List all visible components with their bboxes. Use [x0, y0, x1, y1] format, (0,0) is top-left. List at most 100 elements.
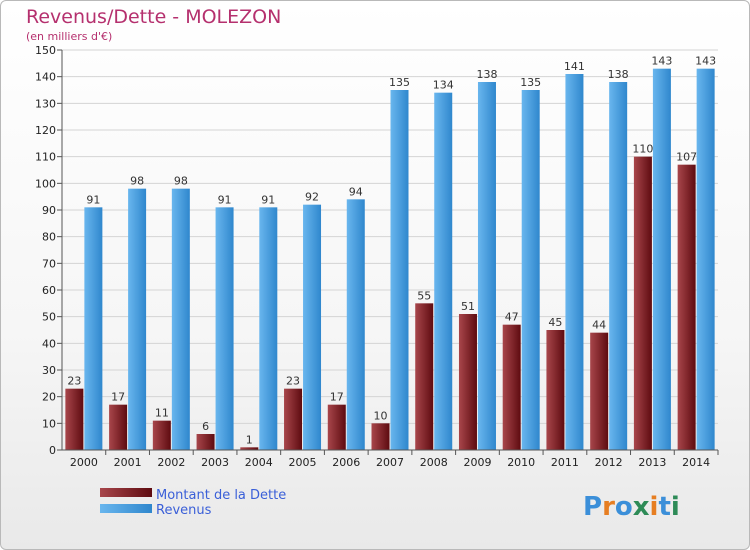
x-tick-label: 2000 [70, 456, 98, 469]
data-label-revenus: 98 [174, 175, 188, 188]
x-tick-label: 2006 [332, 456, 360, 469]
data-label-revenus: 141 [564, 60, 585, 73]
x-tick-label: 2002 [157, 456, 185, 469]
data-label-dette: 110 [632, 143, 653, 156]
data-label-dette: 107 [676, 151, 697, 164]
data-label-revenus: 91 [261, 193, 275, 206]
bar-revenus [521, 90, 540, 450]
bar-dette [502, 324, 521, 450]
proxiti-logo: Proxiti [583, 492, 680, 522]
bars [65, 68, 715, 451]
bar-revenus [303, 204, 322, 450]
bar-dette [152, 420, 171, 450]
bar-revenus [128, 188, 147, 450]
x-tick-label: 2004 [245, 456, 273, 469]
x-tick-label: 2013 [638, 456, 666, 469]
bar-dette [458, 314, 477, 450]
y-tick-label: 40 [42, 337, 56, 350]
data-label-dette: 45 [548, 316, 562, 329]
bar-dette [677, 164, 696, 450]
bar-dette [327, 404, 346, 450]
data-label-revenus: 92 [305, 191, 319, 204]
y-tick-label: 60 [42, 284, 56, 297]
bar-dette [65, 388, 84, 450]
data-label-revenus: 143 [651, 55, 672, 68]
data-label-dette: 17 [330, 391, 344, 404]
x-tick-label: 2003 [201, 456, 229, 469]
x-tick-label: 2009 [463, 456, 491, 469]
data-label-dette: 47 [505, 311, 519, 324]
x-tick-label: 2001 [114, 456, 142, 469]
bar-revenus [477, 82, 496, 450]
bar-revenus [434, 92, 453, 451]
data-label-dette: 23 [286, 375, 300, 388]
data-label-revenus: 91 [218, 193, 232, 206]
bar-dette [415, 303, 434, 450]
bar-dette [371, 423, 390, 450]
y-tick-label: 70 [42, 257, 56, 270]
chart-title: Revenus/Dette - MOLEZON [26, 6, 281, 28]
data-label-dette: 6 [202, 420, 209, 433]
y-tick-label: 120 [35, 124, 56, 137]
chart-subtitle: (en milliers d'€) [26, 30, 112, 43]
legend-swatch-revenus [100, 504, 152, 513]
x-tick-label: 2010 [507, 456, 535, 469]
legend-label-revenus: Revenus [156, 503, 212, 518]
bar-revenus [390, 90, 409, 450]
data-label-revenus: 135 [389, 76, 410, 89]
bar-revenus [84, 207, 103, 450]
bar-revenus [565, 74, 584, 450]
y-tick-label: 110 [35, 151, 56, 164]
bar-dette [196, 434, 215, 450]
data-label-dette: 17 [111, 391, 125, 404]
data-label-revenus: 94 [349, 185, 363, 198]
data-label-revenus: 138 [476, 68, 497, 81]
legend: Montant de la Dette Revenus [100, 488, 286, 518]
bar-dette [633, 156, 652, 450]
y-tick-label: 30 [42, 364, 56, 377]
x-tick-label: 2012 [595, 456, 623, 469]
data-label-dette: 1 [246, 433, 253, 446]
data-label-dette: 51 [461, 300, 475, 313]
x-tick-label: 2007 [376, 456, 404, 469]
data-label-revenus: 98 [130, 175, 144, 188]
y-axis: 0 10 20 30 40 50 60 70 80 90 100 110 120 130 140 150 [35, 44, 62, 457]
bar-revenus [259, 207, 278, 450]
x-tick-label: 2014 [682, 456, 710, 469]
bar-revenus [609, 82, 628, 450]
data-label-dette: 23 [67, 375, 81, 388]
data-label-revenus: 91 [86, 193, 100, 206]
data-label-revenus: 143 [695, 55, 716, 68]
bar-revenus [171, 188, 190, 450]
x-tick-label: 2008 [420, 456, 448, 469]
bar-dette [284, 388, 303, 450]
data-label-revenus: 134 [433, 79, 454, 92]
legend-swatch-debt [100, 488, 152, 497]
axes [61, 50, 718, 451]
y-tick-label: 100 [35, 177, 56, 190]
bar-revenus [652, 68, 671, 451]
bar-dette [590, 332, 609, 450]
bar-revenus [696, 68, 715, 451]
data-labels: 23 91 17 98 11 98 6 91 1 91 23 92 17 94 10 135 55 134 51 13… [67, 55, 716, 447]
y-tick-label: 50 [42, 311, 56, 324]
bar-dette [240, 447, 259, 450]
bar-revenus [346, 199, 365, 450]
y-tick-label: 90 [42, 204, 56, 217]
legend-label-debt: Montant de la Dette [156, 488, 286, 503]
y-tick-label: 80 [42, 231, 56, 244]
data-label-dette: 10 [374, 409, 388, 422]
y-tick-label: 20 [42, 391, 56, 404]
bar-revenus [215, 207, 234, 450]
bar-dette [546, 330, 565, 450]
data-label-dette: 55 [417, 289, 431, 302]
y-tick-label: 140 [35, 71, 56, 84]
bar-dette [109, 404, 128, 450]
y-tick-label: 10 [42, 417, 56, 430]
y-tick-label: 150 [35, 44, 56, 57]
y-tick-label: 130 [35, 97, 56, 110]
data-label-dette: 44 [592, 319, 606, 332]
data-label-revenus: 135 [520, 76, 541, 89]
x-axis: 2000 2001 2002 2003 2004 2005 2006 2007 2008 2009… [70, 450, 719, 469]
